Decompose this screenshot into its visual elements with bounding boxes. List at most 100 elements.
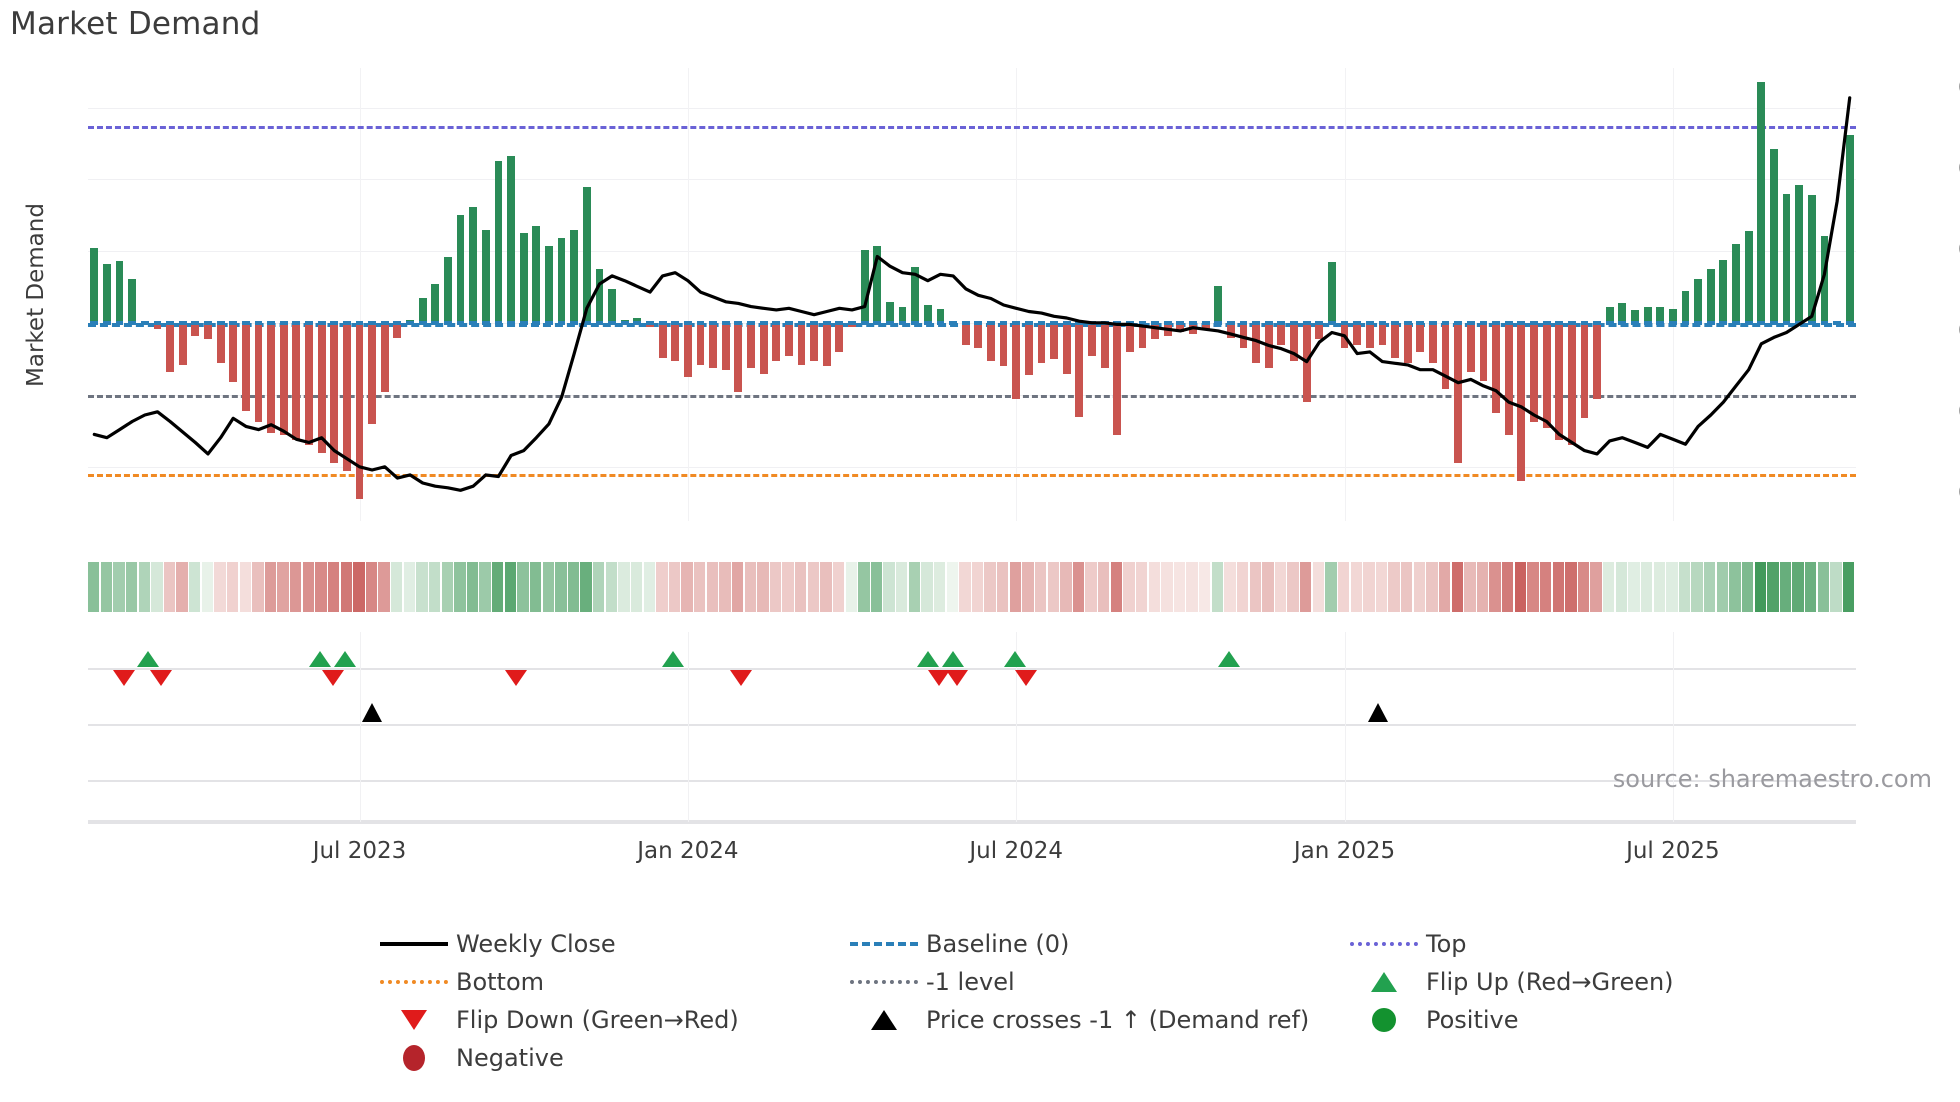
gridline-vertical: [1016, 68, 1018, 521]
heatmap-cell: [1792, 562, 1804, 612]
demand-bar: [696, 323, 705, 365]
baseline-cap: [911, 321, 920, 326]
heatmap-cell: [820, 562, 832, 612]
demand-bar: [481, 229, 490, 324]
legend-item[interactable]: Positive: [1342, 1001, 1702, 1039]
minus-one-line-swatch: [850, 980, 918, 984]
heatmap-cell: [327, 562, 340, 612]
heatmap-cell: [1729, 562, 1741, 612]
gridline: [88, 251, 1856, 253]
legend-item[interactable]: Top: [1342, 925, 1702, 963]
gridline: [88, 179, 1856, 181]
legend-item[interactable]: Weekly Close: [372, 925, 842, 963]
heatmap-cell: [1691, 562, 1703, 612]
baseline-cap: [1833, 321, 1841, 326]
heatmap-cell: [214, 562, 226, 612]
baseline-cap: [191, 321, 200, 326]
baseline-cap: [987, 321, 995, 326]
heatmap-cell: [1413, 562, 1426, 612]
baseline-cap: [1239, 321, 1248, 326]
reference-line-minus-one: [88, 395, 1856, 399]
legend-item[interactable]: Baseline (0): [842, 925, 1342, 963]
heatmap-cell: [201, 562, 214, 612]
baseline-cap: [1694, 321, 1703, 326]
heatmap-cell: [1527, 562, 1539, 612]
demand-bar: [1012, 323, 1021, 399]
demand-bar: [1441, 323, 1450, 390]
bottom-line-swatch: [380, 980, 448, 984]
legend-symbol: [842, 925, 926, 963]
heatmap-cell: [1817, 562, 1830, 612]
heatmap-cell: [946, 562, 958, 612]
baseline-cap: [1466, 321, 1475, 326]
legend-item[interactable]: Flip Up (Red→Green): [1342, 963, 1702, 1001]
heatmap-cell: [479, 562, 491, 612]
demand-bar: [241, 323, 250, 411]
flip-up-marker: [917, 651, 939, 667]
heatmap-cell: [706, 562, 719, 612]
demand-bar: [898, 307, 907, 324]
baseline-cap: [923, 321, 932, 326]
legend-item[interactable]: Flip Down (Green→Red): [372, 1001, 842, 1039]
baseline-cap: [1807, 321, 1816, 326]
baseline-cap: [229, 321, 238, 326]
baseline-cap: [1403, 321, 1412, 326]
baseline-cap: [292, 321, 301, 326]
demand-bar: [153, 323, 162, 329]
baseline-cap: [178, 321, 187, 326]
baseline-cap: [1744, 321, 1753, 326]
chart-legend: Weekly Close Baseline (0) Top Bottom -1 leve…: [372, 925, 1702, 1077]
demand-bar: [1681, 290, 1690, 324]
demand-bar: [1454, 323, 1463, 464]
flip-down-icon: [401, 1010, 427, 1030]
baseline-cap: [418, 321, 427, 326]
demand-bar: [987, 323, 995, 361]
demand-bar: [1226, 323, 1235, 338]
heatmap-cell: [1539, 562, 1552, 612]
legend-item[interactable]: -1 level: [842, 963, 1342, 1001]
legend-item[interactable]: Bottom: [372, 963, 842, 1001]
baseline-cap: [254, 321, 263, 326]
demand-bar: [393, 323, 402, 338]
baseline-cap: [797, 321, 806, 326]
spacer-divider-2: [88, 820, 1856, 822]
demand-bar: [860, 249, 869, 324]
baseline-cap: [1189, 321, 1197, 326]
demand-bar: [658, 323, 667, 358]
baseline-cap: [166, 321, 174, 326]
demand-bar: [418, 298, 427, 324]
baseline-cap: [1201, 321, 1210, 326]
demand-bar: [709, 323, 718, 368]
demand-bar: [1795, 185, 1804, 324]
baseline-cap: [848, 321, 856, 326]
demand-bar: [1138, 323, 1147, 349]
demand-bar: [734, 323, 743, 392]
demand-bar: [633, 317, 642, 324]
heatmap-cell: [1426, 562, 1438, 612]
price-cross-marker: [1368, 703, 1388, 722]
demand-bar: [1201, 323, 1210, 329]
heatmap-cell: [605, 562, 618, 612]
heatmap-cell: [504, 562, 517, 612]
x-axis-tick-label: Jan 2025: [1293, 838, 1396, 864]
legend-symbol: [372, 1039, 456, 1077]
heatmap-cell: [971, 562, 984, 612]
heatmap-cell: [1502, 562, 1514, 612]
demand-bar: [784, 323, 793, 356]
heatmap-cell: [1085, 562, 1097, 612]
demand-bar: [1618, 303, 1627, 324]
heatmap-cell: [517, 562, 529, 612]
gridline-vertical: [687, 68, 689, 521]
legend-item[interactable]: Price crosses -1 ↑ (Demand ref): [842, 1001, 1342, 1039]
demand-bar: [885, 301, 894, 324]
demand-bar: [380, 323, 389, 392]
baseline-cap: [1138, 321, 1147, 326]
baseline-cap: [1075, 321, 1084, 326]
heatmap-cell: [1199, 562, 1211, 612]
baseline-cap: [241, 321, 250, 326]
legend-item[interactable]: Negative: [372, 1039, 842, 1077]
baseline-cap: [128, 321, 137, 326]
flip-down-marker: [730, 670, 752, 686]
demand-bar: [216, 323, 225, 363]
heatmap-cell: [1741, 562, 1754, 612]
